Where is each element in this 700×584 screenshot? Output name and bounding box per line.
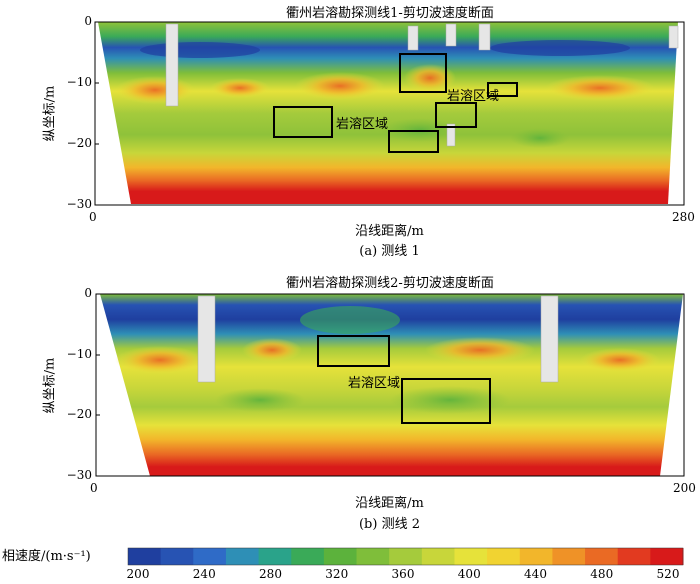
chart2-karst-boxes [317, 335, 491, 424]
colorbar-tick-label: 360 [391, 567, 415, 581]
colorbar-swatch [193, 548, 227, 565]
chart1-title: 衢州岩溶勘探测线1-剪切波速度断面 [286, 6, 494, 21]
colorbar-swatch [160, 548, 194, 565]
chart1-caption: (a) 测线 1 [359, 244, 420, 259]
chart1-axes [94, 21, 685, 206]
colorbar-swatch [650, 548, 684, 565]
chart2-xlabel: 沿线距离/m [355, 496, 424, 511]
chart1-ylabel: 纵坐标/m [42, 85, 58, 142]
chart1-karst-boxes [273, 53, 518, 153]
chart1-ytick-2: −20 [66, 136, 92, 150]
chart2-xtick-0: 0 [90, 481, 98, 495]
chart1-ytick-0: 0 [84, 14, 92, 28]
chart1-annotation-karst-1: 岩溶区域 [336, 117, 389, 132]
chart2-section [100, 294, 683, 476]
chart1-section [98, 22, 679, 204]
chart2-ytick-2: −20 [66, 407, 92, 421]
colorbar-tick-label: 480 [590, 567, 614, 581]
chart1-annotation-karst-2: 岩溶区域 [447, 89, 500, 104]
colorbar-tick-label: 520 [656, 567, 680, 581]
colorbar-swatch [519, 548, 553, 565]
chart2-ytick-1: −10 [66, 347, 92, 361]
colorbar-swatch [552, 548, 586, 565]
colorbar-tick-label: 200 [126, 567, 150, 581]
colorbar-swatch [128, 548, 162, 565]
chart1-xtick-1: 280 [672, 210, 695, 224]
chart1-xtick-0: 0 [89, 210, 97, 224]
colorbar-swatch [323, 548, 358, 565]
chart2-xtick-1: 200 [673, 481, 696, 495]
colorbar-swatch [258, 548, 292, 565]
colorbar-swatch [389, 548, 423, 565]
colorbar-swatch [421, 548, 455, 565]
chart2-caption: (b) 测线 2 [358, 517, 420, 532]
colorbar [127, 547, 684, 566]
colorbar-swatch [225, 548, 260, 565]
colorbar-swatch [585, 548, 619, 565]
colorbar-tick-label: 440 [524, 567, 547, 581]
colorbar-swatch [454, 548, 488, 565]
chart2-ytick-3: −30 [66, 468, 92, 482]
colorbar-tick-label: 320 [325, 567, 349, 581]
chart2-axes [95, 293, 685, 477]
colorbar-swatch [617, 548, 651, 565]
colorbar-label: 相速度/(m·s⁻¹) [2, 549, 91, 564]
colorbar-tick-label: 280 [259, 567, 282, 581]
colorbar-swatch [356, 548, 390, 565]
chart2-ytick-0: 0 [84, 286, 92, 300]
colorbar-swatch [487, 548, 521, 565]
colorbar-swatch [291, 548, 325, 565]
chart1-ytick-1: −10 [66, 75, 92, 89]
chart1-xlabel: 沿线距离/m [355, 224, 424, 239]
chart1-ytick-3: −30 [66, 197, 92, 211]
chart2-title: 衢州岩溶勘探测线2-剪切波速度断面 [286, 276, 494, 291]
chart2-annotation-karst: 岩溶区域 [348, 376, 401, 391]
colorbar-border [127, 547, 684, 566]
chart2-ylabel: 纵坐标/m [42, 357, 58, 414]
colorbar-tick-label: 240 [192, 567, 216, 581]
colorbar-tick-label: 400 [457, 567, 481, 581]
